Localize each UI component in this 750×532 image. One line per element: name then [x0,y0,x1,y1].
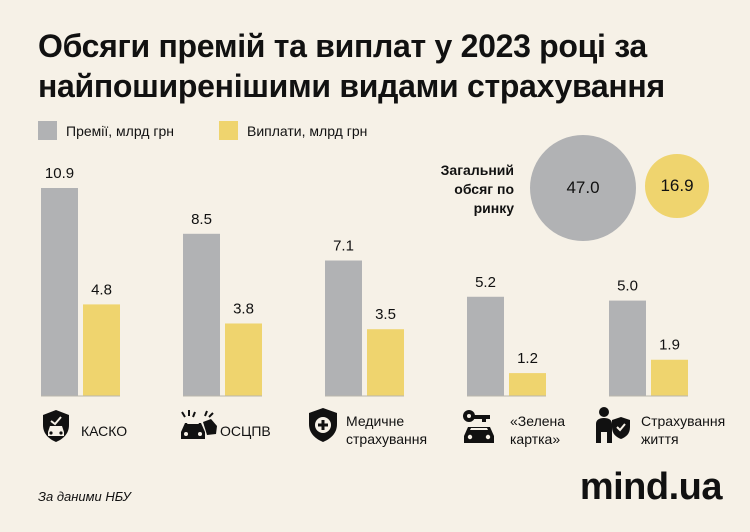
bar-payouts [225,323,262,396]
source-note: За даними НБУ [38,489,131,504]
category-label-line: КАСКО [81,423,128,439]
legend-item-premiums: Премії, млрд грн [38,121,174,140]
market-total-label: Загальний обсяг по ринку [418,161,514,218]
medical-shield-icon [305,406,341,449]
bar-premiums [41,188,78,396]
category-label-line: Страхування [641,413,726,429]
total-payouts-bubble: 16.9 [645,154,709,218]
legend-label-payouts: Виплати, млрд грн [247,122,368,139]
bar-value-label: 7.1 [333,238,354,255]
market-total-label-line: ринку [473,200,514,216]
category-label: Медичне страхування [346,412,427,448]
legend-swatch-payouts [219,121,238,140]
category-label-line: картка» [510,431,561,447]
market-total-label-line: обсяг по [454,181,514,197]
car-key-icon [460,408,500,451]
category-label: «Зелена картка» [510,412,565,448]
chart-title: Обсяги премій та виплат у 2023 році за н… [38,28,665,104]
bar-payouts [367,329,404,396]
category-label: КАСКО [81,422,127,440]
bar-payouts [509,373,546,396]
bar-value-label: 3.8 [233,300,254,317]
legend-label-premiums: Премії, млрд грн [66,122,174,139]
bar-premiums [467,296,504,396]
bar-payouts [83,304,120,396]
person-shield-icon [592,405,632,450]
bar-value-label: 5.0 [617,278,638,295]
car-shield-icon [38,408,74,449]
bar-premiums [609,300,646,396]
category-label-line: життя [641,431,679,447]
market-total-label-line: Загальний [440,162,514,178]
total-payouts-value: 16.9 [660,175,694,195]
legend-swatch-premiums [38,121,57,140]
bar-premiums [325,260,362,396]
car-crash-icon [177,408,219,449]
legend-item-payouts: Виплати, млрд грн [219,121,367,140]
bar-value-label: 1.2 [517,350,538,367]
total-premiums-bubble: 47.0 [530,135,636,241]
category-label-line: «Зелена [510,413,566,429]
bar-value-label: 10.9 [45,165,74,182]
bar-value-label: 5.2 [475,274,496,291]
bar-value-label: 3.5 [375,306,396,323]
bar-value-label: 4.8 [91,281,112,298]
bar-payouts [651,359,688,396]
bar-value-label: 8.5 [191,211,212,228]
bar-premiums [183,233,220,396]
bar-value-label: 1.9 [659,337,680,354]
brand-logo: mind.ua [579,466,723,508]
category-label-line: Медичне [346,413,405,429]
total-premiums-value: 47.0 [566,178,600,197]
category-label-line: ОСЦПВ [220,423,271,439]
category-label: Страхування життя [641,412,725,448]
category-label: ОСЦПВ [220,422,271,440]
category-label-line: страхування [346,431,428,447]
